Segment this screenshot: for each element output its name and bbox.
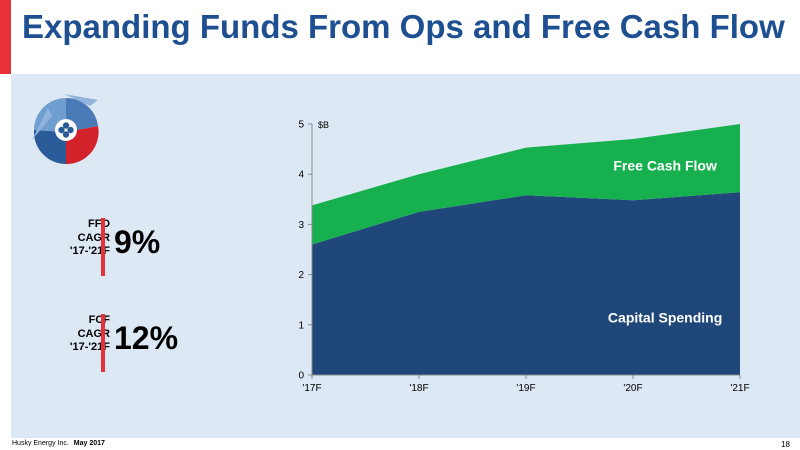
fcf-cagr-label: FCF CAGR '17-'21F bbox=[69, 314, 110, 353]
fcf-cagr-value: 12% bbox=[114, 320, 179, 356]
y-tick-label: 1 bbox=[298, 320, 304, 331]
page-title: Expanding Funds From Ops and Free Cash F… bbox=[22, 8, 785, 45]
x-tick-label: '21F bbox=[730, 383, 749, 394]
logo-blue-segment bbox=[33, 130, 66, 165]
y-tick-label: 0 bbox=[298, 371, 304, 382]
y-tick-label: 3 bbox=[298, 220, 304, 231]
footer: Husky Energy Inc. May 2017 bbox=[12, 440, 105, 447]
x-tick-label: '20F bbox=[623, 383, 642, 394]
series-label-free-cash-flow: Free Cash Flow bbox=[613, 158, 717, 174]
area-free-cash-flow bbox=[312, 124, 740, 245]
company-logo bbox=[26, 90, 106, 170]
footer-date: May 2017 bbox=[73, 440, 105, 447]
stacked-area-chart: 0 1 2 3 4 5 $B '17F '18F '19F '20F '21F Capital Spen… bbox=[298, 120, 749, 395]
y-tick-label: 5 bbox=[298, 120, 304, 131]
ffo-cagr-label: FFO CAGR '17-'21F bbox=[69, 218, 110, 257]
page-number: 18 bbox=[781, 440, 790, 449]
ffo-red-bar bbox=[101, 218, 105, 276]
ffo-cagr-metric: FFO CAGR '17-'21F 9% bbox=[30, 218, 210, 288]
title-accent-bar bbox=[0, 0, 11, 74]
x-tick-label: '19F bbox=[516, 383, 535, 394]
series-label-capital-spending: Capital Spending bbox=[608, 309, 722, 325]
y-axis-unit-label: $B bbox=[318, 120, 329, 130]
y-tick-label: 2 bbox=[298, 270, 304, 281]
fcf-cagr-metric: FCF CAGR '17-'21F 12% bbox=[30, 314, 210, 384]
x-tick-label: '18F bbox=[409, 383, 428, 394]
fcf-red-bar bbox=[101, 314, 105, 372]
ffo-cagr-value: 9% bbox=[114, 224, 161, 260]
area-capital-spending bbox=[312, 192, 740, 375]
x-tick-label: '17F bbox=[302, 383, 321, 394]
y-tick-label: 4 bbox=[298, 170, 304, 181]
footer-company: Husky Energy Inc. bbox=[12, 440, 69, 447]
